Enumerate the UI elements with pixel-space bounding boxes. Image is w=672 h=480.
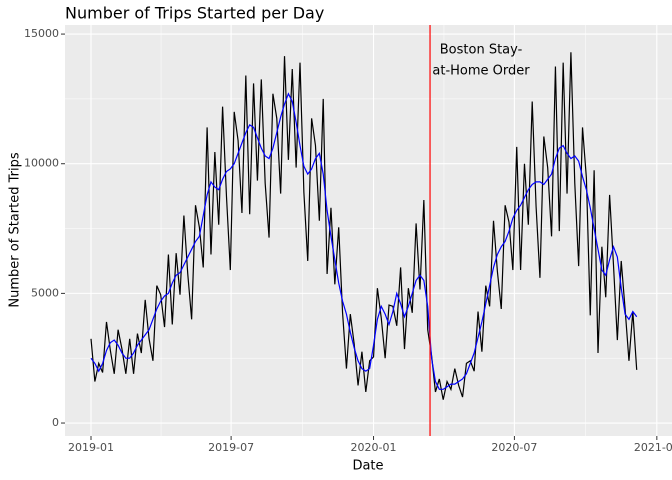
y-axis-label: Number of Started Trips [8, 152, 23, 307]
y-tick-label: 0 [52, 416, 59, 429]
x-tick-label: 2021-01 [634, 441, 672, 454]
x-tick-label: 2019-01 [68, 441, 114, 454]
y-tick-label: 10000 [24, 157, 59, 170]
annotation: Boston Stay- [440, 43, 523, 58]
x-tick-label: 2019-07 [208, 441, 254, 454]
x-axis-label: Date [352, 459, 383, 474]
data-line [90, 92, 638, 390]
x-tick-label: 2020-01 [351, 441, 397, 454]
x-tick-label: 2020-07 [491, 441, 537, 454]
y-tick-label: 15000 [24, 27, 59, 40]
data-line [90, 52, 638, 400]
chart-title: Number of Trips Started per Day [65, 4, 324, 23]
y-tick-label: 5000 [31, 286, 59, 299]
annotation: at-Home Order [432, 64, 530, 79]
